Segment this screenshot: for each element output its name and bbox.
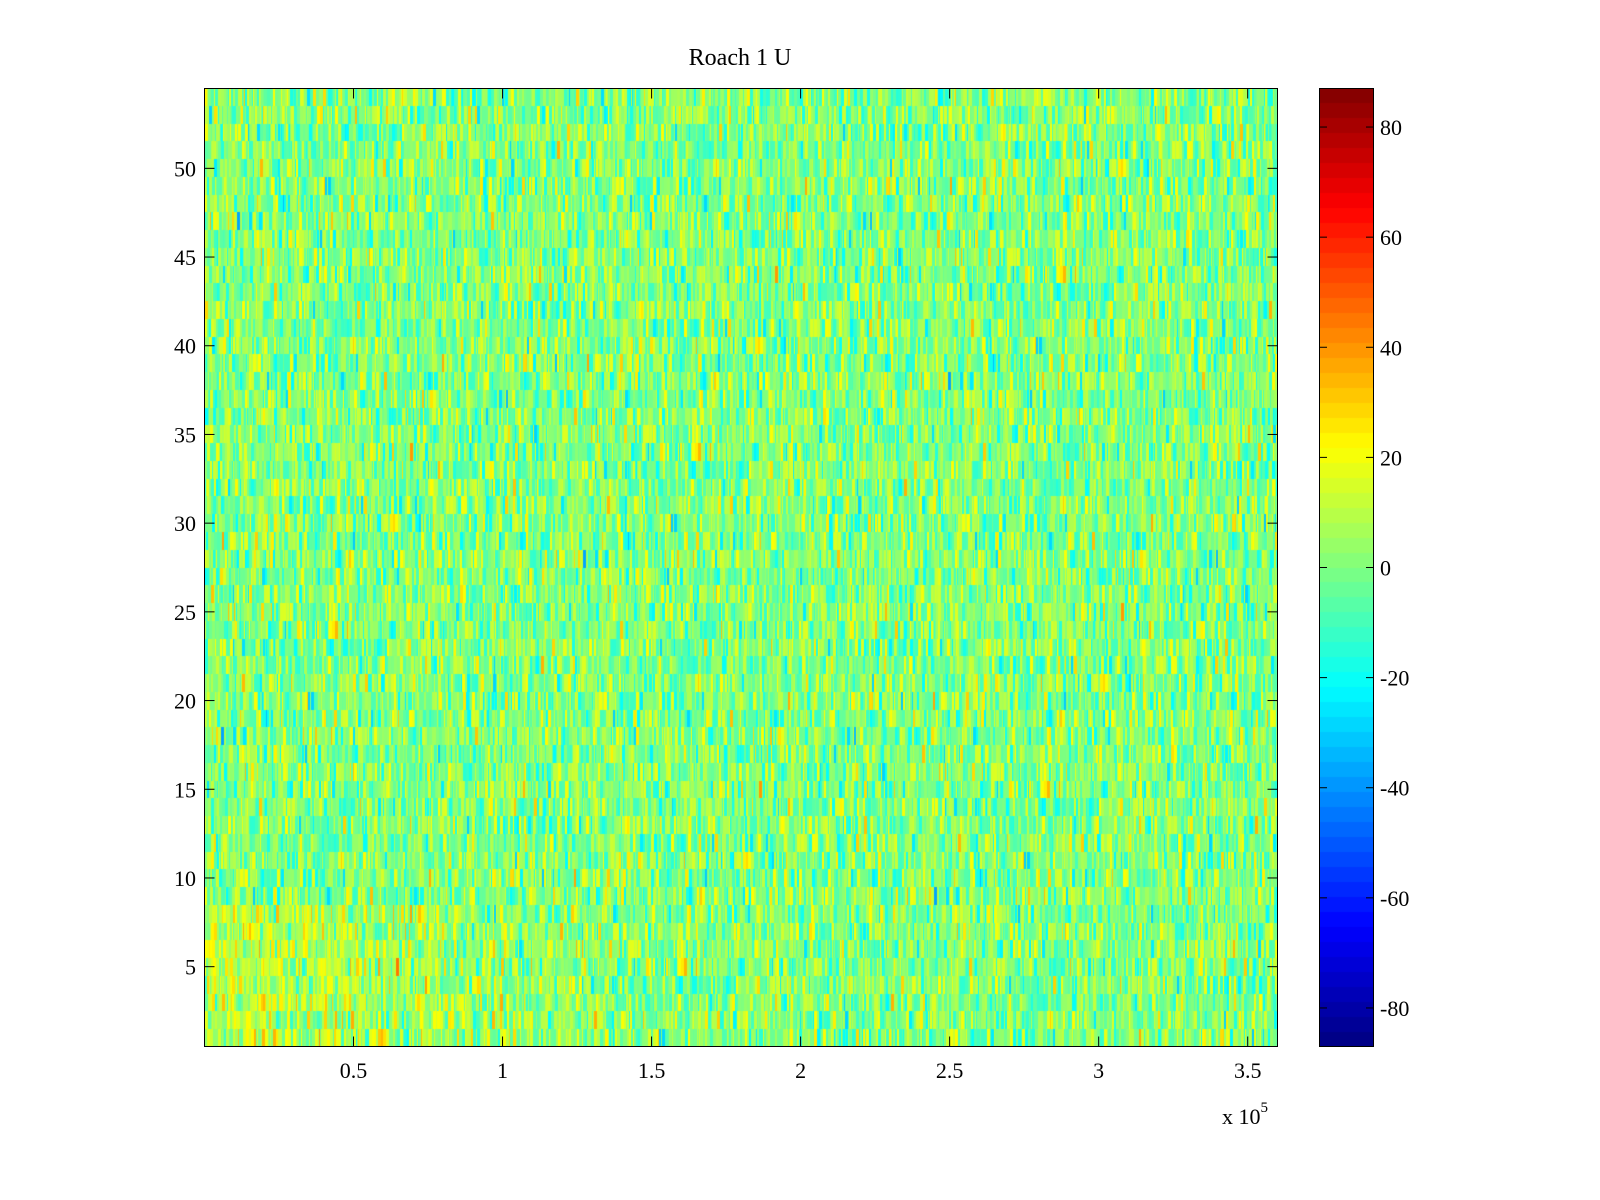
colorbar-gradient bbox=[1320, 88, 1374, 1047]
x-tick-label: 1 bbox=[497, 1058, 508, 1083]
x-exponent: x 105 bbox=[1222, 1100, 1268, 1129]
y-tick-label: 45 bbox=[174, 245, 196, 270]
y-tick-label: 20 bbox=[174, 689, 196, 714]
colorbar-tick-label: -60 bbox=[1380, 886, 1409, 911]
colorbar-tick-label: 40 bbox=[1380, 335, 1402, 360]
y-tick-label: 25 bbox=[174, 600, 196, 625]
colorbar-tick-label: -20 bbox=[1380, 666, 1409, 691]
heatmap-image bbox=[205, 88, 1278, 1047]
colorbar-tick-label: 0 bbox=[1380, 556, 1391, 581]
colorbar-tick-label: 20 bbox=[1380, 445, 1402, 470]
colorbar-tick-label: 80 bbox=[1380, 115, 1402, 140]
chart-title: Roach 1 U bbox=[689, 45, 792, 71]
colorbar-tick-label: -40 bbox=[1380, 776, 1409, 801]
colorbar-tick-label: -80 bbox=[1380, 996, 1409, 1021]
x-tick-label: 3 bbox=[1093, 1058, 1104, 1083]
x-tick-label: 3.5 bbox=[1234, 1058, 1262, 1083]
x-tick-label: 0.5 bbox=[340, 1058, 368, 1083]
y-tick-label: 35 bbox=[174, 422, 196, 447]
y-tick-label: 40 bbox=[174, 334, 196, 359]
y-tick-label: 10 bbox=[174, 866, 196, 891]
y-tick-label: 30 bbox=[174, 511, 196, 536]
colorbar-tick-label: 60 bbox=[1380, 225, 1402, 250]
y-tick-label: 5 bbox=[185, 955, 196, 980]
x-tick-label: 2.5 bbox=[936, 1058, 964, 1083]
y-tick-label: 50 bbox=[174, 156, 196, 181]
y-tick-label: 15 bbox=[174, 777, 196, 802]
x-tick-label: 2 bbox=[795, 1058, 806, 1083]
plot-frame bbox=[204, 88, 1278, 1047]
colorbar-frame bbox=[1319, 88, 1374, 1047]
x-tick-label: 1.5 bbox=[638, 1058, 666, 1083]
